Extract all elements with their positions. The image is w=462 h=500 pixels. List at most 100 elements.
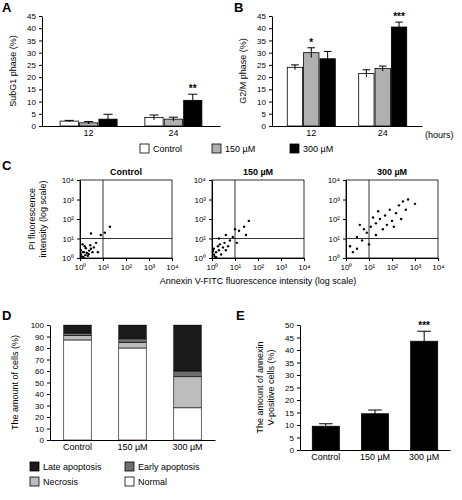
x-tick: 10³ — [276, 258, 288, 272]
point — [359, 224, 361, 226]
x-axis: 1224 — [43, 126, 221, 138]
x-tick: 10¹ — [364, 258, 376, 272]
point — [391, 220, 393, 222]
point — [363, 228, 365, 230]
y-tick: 20 — [27, 73, 42, 82]
y-tick-mark — [297, 350, 300, 351]
plot-frame — [212, 180, 304, 258]
bar — [320, 59, 335, 126]
point — [238, 230, 240, 232]
error-bar — [366, 70, 367, 77]
x-tick: 300 µM — [409, 450, 439, 462]
x-tick-label: 10³ — [276, 263, 288, 272]
x-tick-label: 12 — [306, 128, 316, 138]
y-tick: 10² — [62, 215, 80, 224]
y-tick-label: 40 — [285, 346, 294, 355]
point — [248, 220, 250, 222]
point — [222, 246, 224, 248]
plot-area — [80, 180, 172, 258]
y-tick-label: 35 — [285, 359, 294, 368]
y-tick: 25 — [257, 61, 272, 70]
x-tick-label: 10² — [253, 263, 265, 272]
y-tick-mark — [77, 219, 80, 220]
y-axis: 051015202530354045 — [27, 12, 42, 131]
y-axis: 05101520253035404550 — [285, 321, 300, 455]
y-tick: 0 — [32, 122, 42, 131]
point — [232, 236, 234, 238]
error-cap — [363, 69, 371, 70]
y-tick-mark — [209, 219, 212, 220]
y-tick-mark — [269, 28, 272, 29]
legend-swatch — [140, 144, 149, 153]
legend-label: Necrosis — [43, 477, 79, 487]
y-tick-mark — [47, 417, 50, 418]
y-tick-mark — [77, 258, 80, 259]
point — [93, 246, 95, 248]
legend: Late apoptosisEarly apoptosisNecrosisNor… — [30, 462, 200, 487]
y-tick-mark — [39, 114, 42, 115]
y-tick: 35 — [285, 359, 300, 368]
plot-area — [312, 331, 437, 450]
x-tick-mark — [149, 258, 150, 261]
y-tick: 10³ — [62, 196, 80, 205]
y-tick-mark — [47, 406, 50, 407]
x-tick-label: 300 µM — [172, 442, 202, 452]
point — [377, 210, 379, 212]
x-tick-label: 24 — [378, 128, 388, 138]
y-tick-label: 10³ — [62, 196, 74, 205]
y-axis: 10⁰10¹10²10³10⁴ — [62, 176, 81, 263]
error-bar — [424, 331, 425, 351]
point — [218, 249, 220, 251]
y-tick-mark — [297, 425, 300, 426]
y-tick-mark — [269, 40, 272, 41]
x-tick: 12 — [306, 126, 316, 138]
y-tick: 0 — [40, 436, 50, 445]
y-tick-mark — [269, 89, 272, 90]
x-tick: 24 — [168, 126, 178, 138]
y-tick-mark — [209, 180, 212, 181]
point — [81, 243, 83, 245]
x-tick: 10² — [121, 258, 133, 272]
x-tick: 10⁰ — [341, 258, 353, 272]
bar-segment — [174, 371, 202, 377]
x-tick: 10⁰ — [207, 258, 219, 272]
x-tick-mark — [281, 258, 282, 261]
x-tick-label: Control — [311, 452, 340, 462]
y-tick-label: 25 — [285, 384, 294, 393]
x-tick-label: 300 µM — [409, 452, 439, 462]
y-tick-label: 10¹ — [62, 235, 74, 244]
y-tick-label: 25 — [27, 61, 36, 70]
bar — [304, 53, 319, 126]
y-axis: 0102030405060708090100 — [31, 321, 51, 445]
y-tick-label: 10⁴ — [194, 176, 207, 185]
y-tick-mark — [269, 77, 272, 78]
y-axis-line — [272, 17, 273, 127]
panel-label: C — [2, 158, 12, 173]
y-tick: 0 — [290, 446, 300, 455]
y-tick-mark — [39, 40, 42, 41]
x-tick-label: 10³ — [410, 263, 422, 272]
y-tick-mark — [47, 429, 50, 430]
y-tick-label: 0 — [40, 436, 45, 445]
point — [400, 218, 402, 220]
x-tick-mark — [103, 258, 104, 261]
y-tick-label: 45 — [257, 12, 266, 21]
x-axis-line — [301, 450, 451, 451]
panel-label: B — [234, 0, 243, 15]
x-axis-line — [43, 126, 221, 127]
point — [215, 251, 217, 253]
point — [219, 243, 221, 245]
panel: 10⁰10¹10²10³10⁴10⁰10¹10²10³10⁴300 µM — [328, 167, 446, 272]
error-bar — [382, 66, 383, 71]
legend-swatch — [125, 477, 134, 486]
error-bar — [375, 410, 376, 418]
x-axis: 10⁰10¹10²10³10⁴ — [341, 258, 446, 272]
point — [95, 242, 97, 244]
bar — [359, 73, 374, 126]
legend-label: Late apoptosis — [43, 462, 102, 472]
y-tick: 10 — [27, 98, 42, 107]
y-axis-title: G2/M phase (%) — [238, 38, 248, 104]
point — [109, 226, 111, 228]
x-tick-mark — [392, 258, 393, 261]
x-tick-label: 10¹ — [364, 263, 376, 272]
